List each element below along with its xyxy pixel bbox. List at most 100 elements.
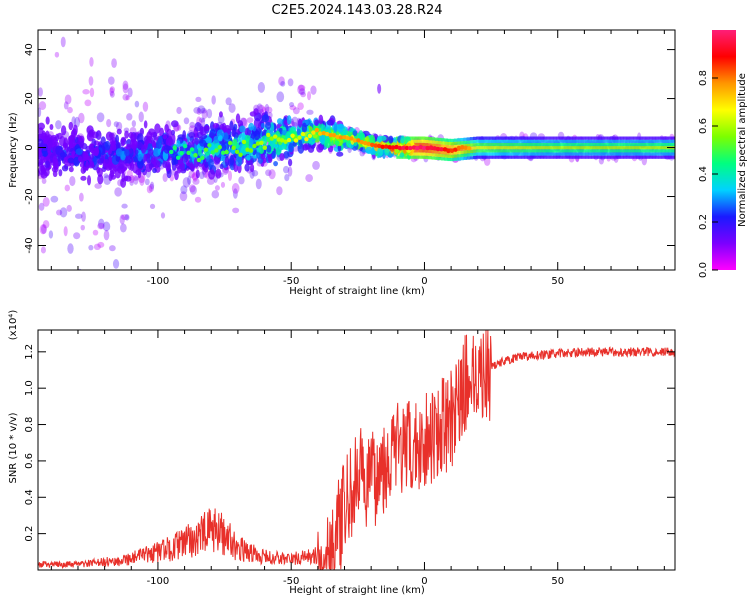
heatmap-cell [142,101,149,112]
heatmap-cell [604,155,608,159]
heatmap-cell [437,150,442,154]
heatmap-cell [671,139,675,143]
heatmap-cell [489,136,493,140]
heatmap-cell [434,137,439,141]
heatmap-cell [232,188,238,199]
heatmap-cell [652,146,656,150]
heatmap-cell [524,149,528,153]
heatmap-cell [63,101,69,110]
heatmap-cell [562,142,567,147]
heatmap-cell [543,155,547,159]
heatmap-cell [233,123,238,131]
heatmap-cell [301,122,308,134]
heatmap-cell [636,155,640,159]
heatmap-cell [623,139,627,143]
heatmap-ridge-point [321,130,326,136]
heatmap-cell [533,139,538,143]
heatmap-cell [265,169,272,177]
heatmap-cell [131,120,136,128]
heatmap-cell [588,149,592,153]
heatmap-cell [162,160,168,168]
heatmap-cell [492,152,496,156]
heatmap-cell [337,123,345,130]
heatmap-cell [434,153,439,157]
heatmap-cell [569,152,573,156]
heatmap-cell [652,152,656,156]
heatmap-cell [578,142,583,147]
heatmap-cell [217,114,225,124]
chart-title: C2E5.2024.143.03.28.R24 [271,3,442,18]
heatmap-ridge-point [453,147,458,152]
heatmap-cell [38,138,44,148]
x-tick-label: -50 [283,276,299,287]
heatmap-cell [591,149,595,153]
heatmap-cell [291,116,299,128]
heatmap-cell [98,218,105,229]
heatmap-cell [193,107,201,114]
heatmap-cell [562,139,567,143]
heatmap-ridge-point [380,144,385,150]
heatmap-cell [610,149,615,153]
heatmap-cell [661,155,666,159]
heatmap-cell [67,243,74,254]
heatmap-ridge-point [269,136,274,141]
heatmap-cell [668,152,672,156]
heatmap-cell [572,142,576,147]
heatmap-cell [41,178,47,185]
heatmap-cell [530,139,535,143]
heatmap-cell [412,139,416,143]
heatmap-cell [75,213,83,219]
heatmap-cell [56,306,63,312]
heatmap-cell [540,136,544,140]
x-tick-label: -100 [147,576,170,587]
heatmap-cell [444,151,448,155]
heatmap-cell [479,149,483,153]
heatmap-cell [652,155,656,159]
heatmap-cell [297,84,305,95]
heatmap-cell [521,149,525,153]
heatmap-cell [479,139,483,143]
heatmap-cell [658,136,663,140]
heatmap-cell [457,154,461,158]
heatmap-cell [610,142,615,147]
heatmap-cell [122,83,129,94]
heatmap-cell [511,155,515,159]
heatmap-cell [298,84,306,91]
heatmap-cell [565,155,570,159]
heatmap-cell [607,136,611,140]
heatmap-cell [120,214,129,221]
heatmap-cell [48,230,54,239]
heatmap-cell [511,149,515,153]
heatmap-cell [508,152,512,156]
heatmap-cell [40,156,46,164]
heatmap-ridge-point [435,146,441,152]
heatmap-cell [43,135,48,145]
heatmap-cell [495,149,499,153]
spectrogram-y-axis-label: Frequency (Hz) [8,112,19,188]
heatmap-ridge-point [331,132,337,138]
heatmap-cell [305,174,313,183]
heatmap-cell [629,152,634,156]
heatmap-cell [336,151,344,157]
heatmap-cell [225,97,232,106]
heatmap-cell [66,204,72,212]
heatmap-cell [162,173,168,182]
heatmap-cell [501,139,506,143]
heatmap-cell [297,118,303,128]
heatmap-cell [148,183,155,192]
heatmap-cell [511,152,515,156]
heatmap-cell [418,139,423,143]
heatmap-cell [648,155,653,159]
heatmap-cell [227,170,233,181]
heatmap-cell [137,168,142,179]
heatmap-cell [498,149,503,153]
heatmap-cell [639,142,643,147]
heatmap-cell [171,120,179,128]
heatmap-cell [457,138,461,142]
heatmap-cell [66,146,71,155]
heatmap-cell [110,142,117,152]
heatmap-cell [521,136,525,140]
heatmap-cell [137,158,144,169]
snr-panel: -100 -50 0 50 0.2 0.4 0.6 0.8 1.0 1.2 Height of s… [8,310,676,596]
heatmap-cell [198,171,205,180]
